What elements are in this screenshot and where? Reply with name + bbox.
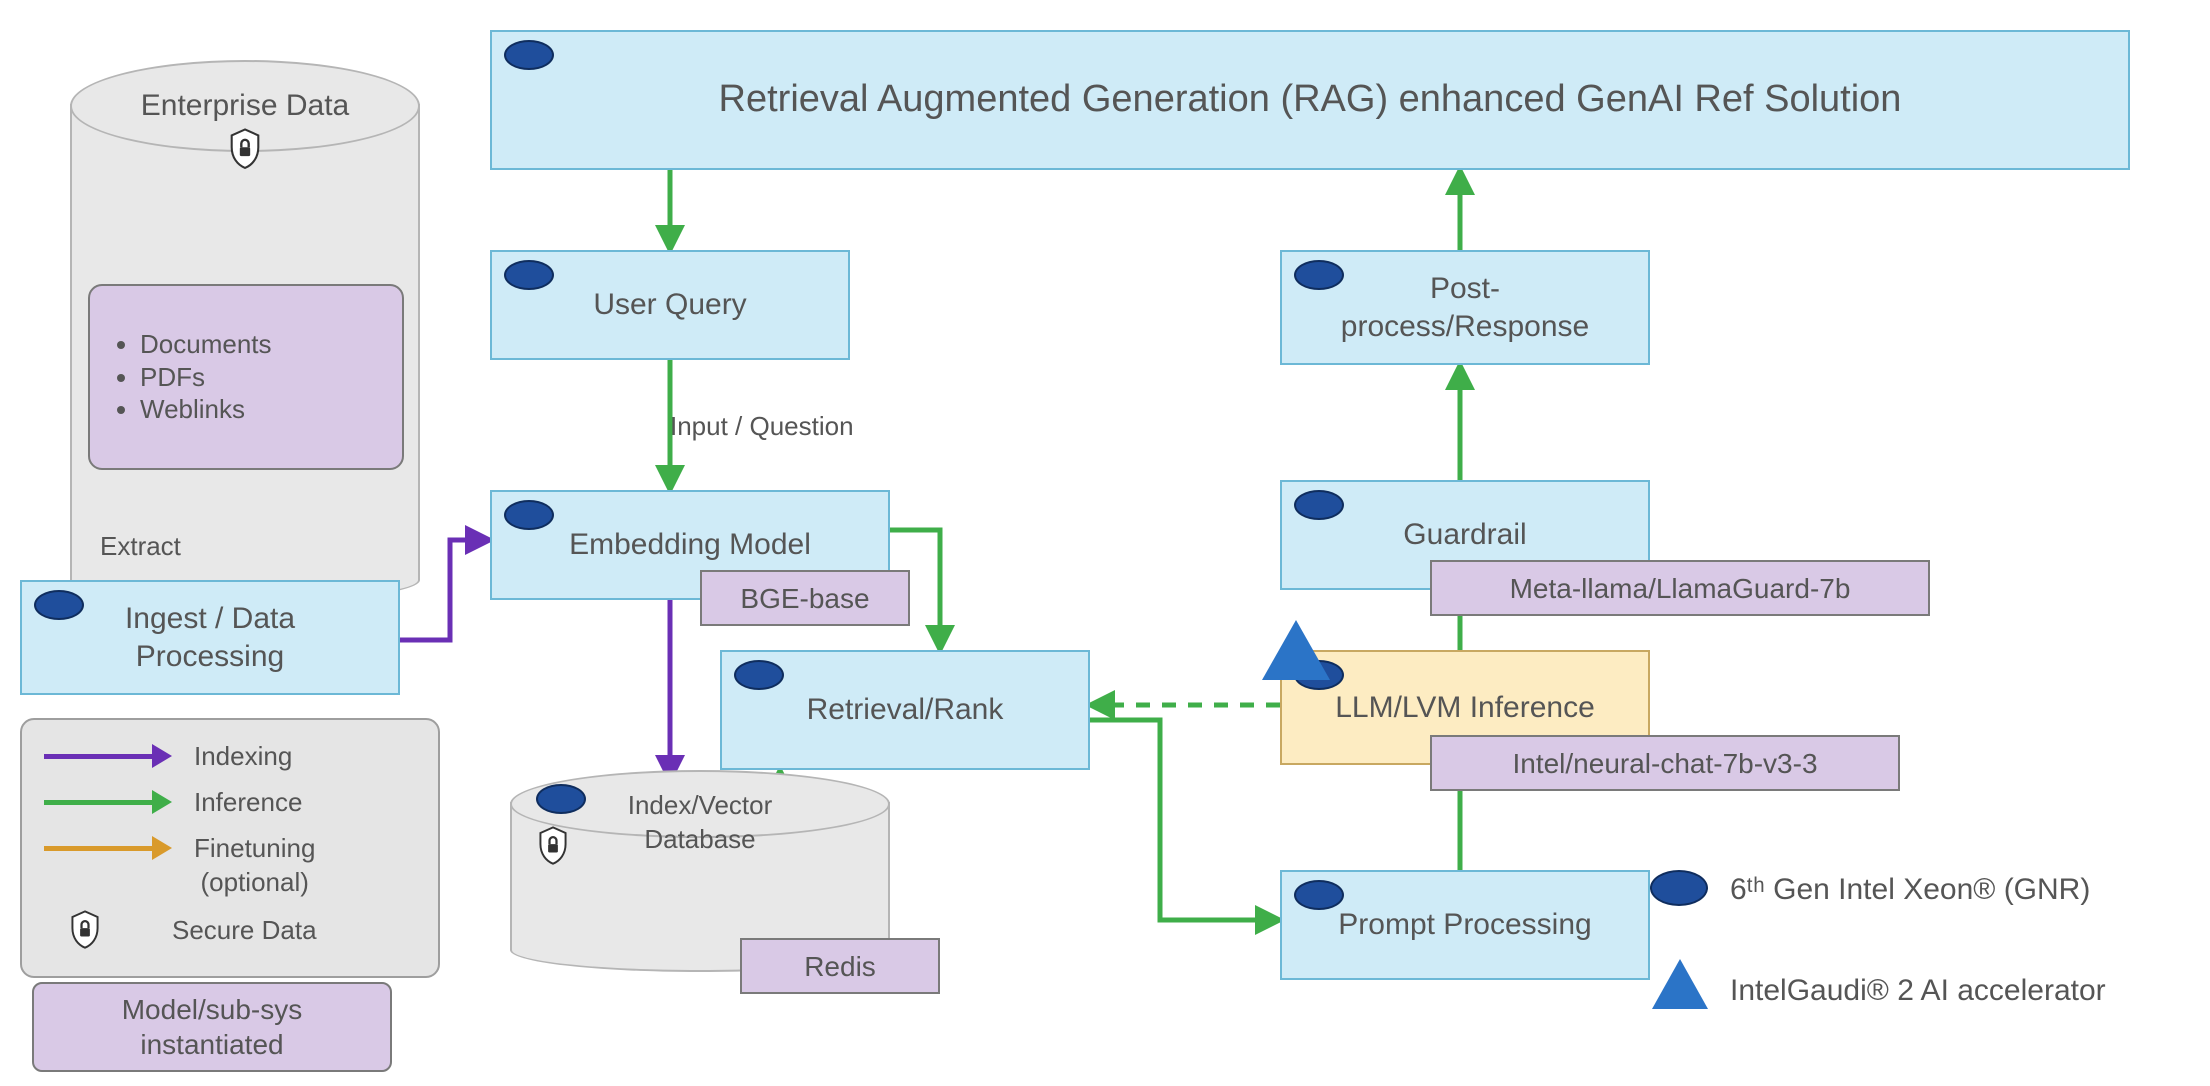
- label-input: Input / Question: [670, 410, 854, 444]
- node-label: LLM/LVM Inference: [1335, 689, 1595, 727]
- xeon-dot-icon: [734, 660, 784, 690]
- tag-neural: Intel/neural-chat-7b-v3-3: [1430, 735, 1900, 791]
- node-label: Retrieval Augmented Generation (RAG) enh…: [719, 76, 1902, 124]
- label-extract: Extract: [100, 530, 181, 564]
- legend-xeon-label: 6ᵗʰ Gen Intel Xeon® (GNR): [1730, 870, 2090, 909]
- data-source-list: DocumentsPDFsWeblinks: [104, 328, 272, 426]
- node-label: Ingest / Data Processing: [125, 600, 295, 675]
- legend-secure-label: Secure Data: [172, 914, 317, 948]
- xeon-dot-icon: [34, 590, 84, 620]
- legend-box: Indexing Inference Finetuning (optional) Se…: [20, 718, 440, 978]
- lock-icon: [68, 910, 102, 955]
- xeon-dot-icon: [536, 784, 586, 814]
- legend-arrowhead: [152, 790, 172, 814]
- gaudi-triangle-icon: [1262, 620, 1330, 680]
- xeon-dot-icon: [504, 500, 554, 530]
- legend-label: Finetuning (optional): [194, 832, 315, 900]
- xeon-dot-icon: [1294, 490, 1344, 520]
- legend-arrow-finetune: [44, 846, 154, 851]
- node-label: Guardrail: [1403, 516, 1526, 554]
- node-label: User Query: [593, 286, 746, 324]
- data-sources-box: DocumentsPDFsWeblinks: [88, 284, 404, 470]
- tag-bge: BGE-base: [700, 570, 910, 626]
- legend-label: Inference: [194, 786, 302, 820]
- legend-tag: Model/sub-sys instantiated: [32, 982, 392, 1072]
- legend-label: Indexing: [194, 740, 292, 774]
- xeon-dot-icon: [504, 40, 554, 70]
- gaudi-triangle-icon: [1652, 959, 1708, 1009]
- lock-icon: [70, 128, 420, 176]
- node-label: Prompt Processing: [1338, 906, 1591, 944]
- xeon-dot-icon: [1294, 260, 1344, 290]
- tag-llamaguard: Meta-llama/LlamaGuard-7b: [1430, 560, 1930, 616]
- data-source-item: Documents: [140, 328, 272, 361]
- legend-arrowhead: [152, 744, 172, 768]
- data-source-item: Weblinks: [140, 393, 272, 426]
- legend-arrow-indexing: [44, 754, 154, 759]
- arrow-inference: [1090, 720, 1280, 920]
- xeon-dot-icon: [1294, 880, 1344, 910]
- data-source-item: PDFs: [140, 361, 272, 394]
- node-label: Embedding Model: [569, 526, 811, 564]
- node-label: Post- process/Response: [1341, 270, 1589, 345]
- cylinder-title: Enterprise Data: [70, 86, 420, 125]
- legend-gaudi-label: IntelGaudi® 2 AI accelerator: [1730, 971, 2106, 1010]
- legend-arrowhead: [152, 836, 172, 860]
- legend-arrow-inference: [44, 800, 154, 805]
- lock-icon: [536, 826, 570, 872]
- node-label: Retrieval/Rank: [807, 691, 1004, 729]
- node-rag: Retrieval Augmented Generation (RAG) enh…: [490, 30, 2130, 170]
- xeon-dot-icon: [1650, 870, 1708, 906]
- tag-redis: Redis: [740, 938, 940, 994]
- xeon-dot-icon: [504, 260, 554, 290]
